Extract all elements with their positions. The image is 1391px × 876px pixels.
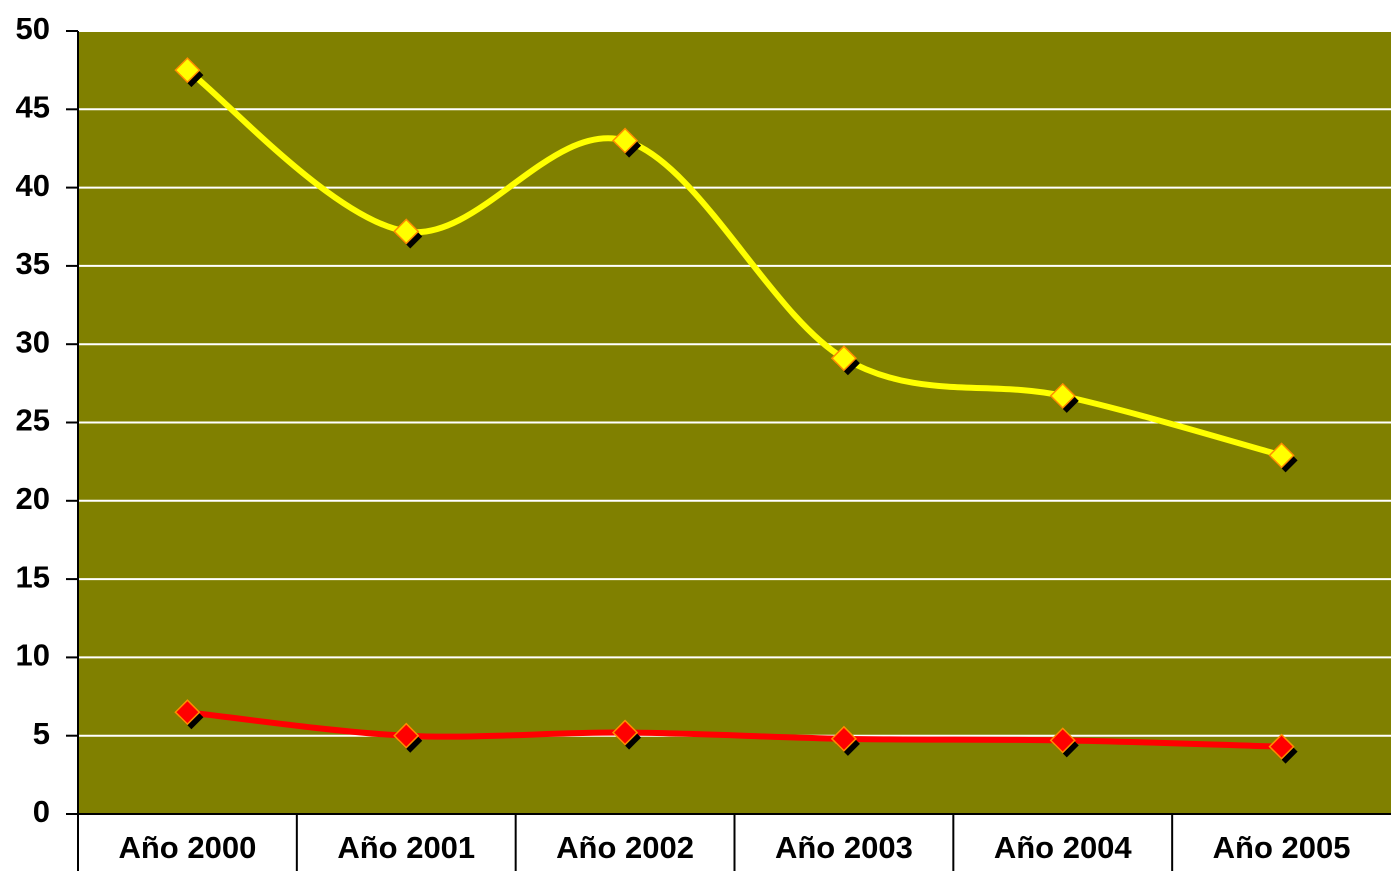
marker [1049,382,1076,409]
marker [393,722,420,749]
y-tick-label: 20 [16,481,50,516]
marker [1268,442,1295,469]
y-tick-label: 5 [33,716,50,751]
y-tick-label: 50 [16,11,50,46]
marker [612,127,639,154]
x-tick-label: Año 2005 [1213,830,1351,865]
x-tick-label: Año 2004 [994,830,1133,865]
marker [830,725,857,752]
marker [393,218,420,245]
marker [1049,727,1076,754]
x-tick-label: Año 2000 [118,830,256,865]
marker [174,699,201,726]
y-tick-label: 40 [16,168,50,203]
y-tick-label: 30 [16,324,50,359]
y-tick-label: 10 [16,638,50,673]
y-tick-label: 45 [16,89,50,124]
y-tick-label: 35 [16,246,50,281]
y-tick-label: 0 [33,794,50,829]
y-tick-label: 15 [16,559,50,594]
x-tick-label: Año 2002 [556,830,694,865]
y-tick-label: 25 [16,403,50,438]
series-line [187,709,1282,750]
marker [174,57,201,84]
marker [830,345,857,372]
marker [1268,733,1295,760]
x-tick-label: Año 2001 [337,830,475,865]
x-tick-label: Año 2003 [775,830,913,865]
marker [612,719,639,746]
